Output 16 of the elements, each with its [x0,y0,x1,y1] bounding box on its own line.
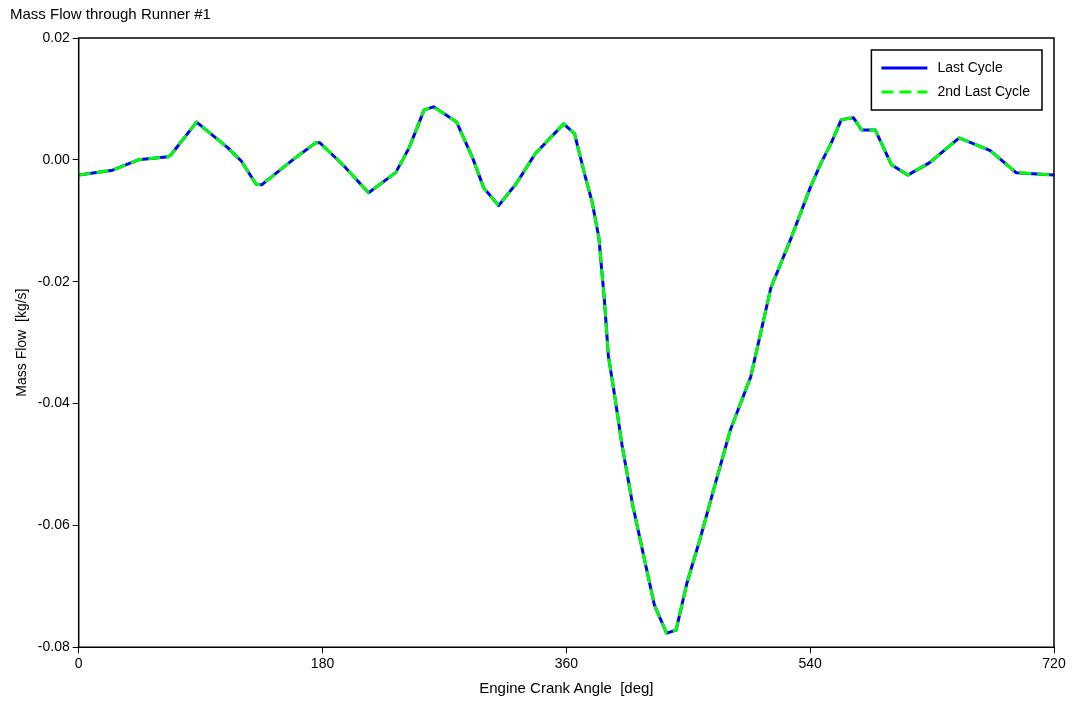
legend-label: 2nd Last Cycle [937,82,1031,99]
legend-label: Last Cycle [937,58,1003,75]
y-tick-label: -0.04 [37,394,70,411]
x-tick-label: 180 [310,655,335,672]
chart-title: Mass Flow through Runner #1 [10,5,211,23]
y-tick-label: -0.08 [37,638,70,655]
y-tick-label: -0.02 [37,272,70,289]
x-tick-label: 0 [74,655,83,672]
x-tick-label: 540 [798,655,823,672]
y-tick-label: 0.00 [42,150,70,167]
y-tick-label: 0.02 [42,28,70,45]
y-tick-label: -0.06 [37,516,70,533]
x-tick-label: 360 [554,655,579,672]
y-axis-title: Mass Flow [kg/s] [13,288,30,397]
x-tick-label: 720 [1042,655,1066,672]
x-axis-title: Engine Crank Angle [deg] [479,679,654,697]
